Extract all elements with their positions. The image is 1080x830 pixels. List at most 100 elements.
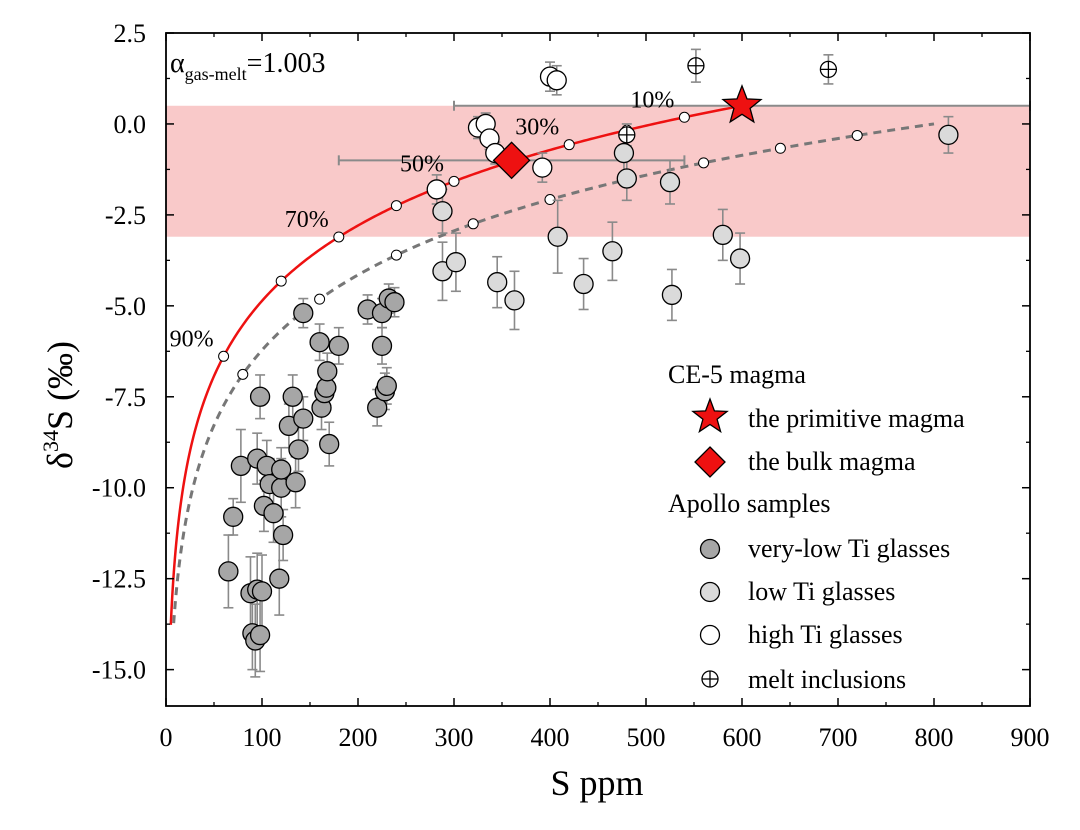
x-tick-label: 700 — [819, 723, 858, 752]
bulk-magma-marker — [492, 141, 531, 180]
y-axis-label-rest: S (‰) — [40, 341, 80, 430]
melt-inclusion-point — [819, 60, 838, 79]
annotation-alpha: α — [170, 48, 185, 79]
y-tick-label: 2.5 — [114, 19, 147, 48]
red-curve-fraction-marker — [448, 175, 460, 187]
sample-point — [293, 408, 314, 429]
fraction-label: 50% — [400, 151, 444, 177]
sample-point — [712, 224, 733, 246]
legend-star-icon — [691, 397, 729, 434]
sample-point — [371, 335, 393, 357]
legend-star-shape — [691, 397, 729, 434]
sample-point — [426, 179, 447, 200]
melt-inclusion-point — [618, 126, 636, 144]
fraction-label: 90% — [170, 326, 214, 352]
x-tick-label: 100 — [243, 723, 282, 752]
red-curve-fraction-marker — [218, 350, 230, 362]
legend-low-ti-icon — [699, 581, 721, 603]
dashed-curve-fraction-marker — [237, 368, 249, 380]
y-tick-label: -2.5 — [105, 201, 146, 230]
sample-point — [285, 472, 306, 493]
legend-low-ti-circle — [699, 581, 721, 603]
y-tick-label: -10.0 — [92, 474, 146, 503]
sample-point — [309, 332, 330, 353]
red-model-curve — [169, 104, 743, 625]
sample-point — [504, 290, 525, 311]
dashed-curve-fraction-marker — [851, 129, 863, 141]
sample-point — [317, 361, 338, 382]
sample-point — [218, 561, 239, 582]
sample-point — [271, 459, 292, 480]
x-tick-label: 900 — [1011, 723, 1050, 752]
sample-point — [269, 568, 290, 589]
red-curve-fraction-marker — [678, 111, 690, 123]
dashed-curve-fraction-marker — [390, 249, 402, 261]
x-tick-label: 500 — [627, 723, 666, 752]
legend-melt-inclusion-icon — [701, 670, 719, 688]
sample-point — [602, 241, 623, 262]
y-tick-label: -15.0 — [92, 656, 146, 685]
legend-melt-inclusion-shape — [701, 670, 719, 688]
legend-primitive-label: the primitive magma — [748, 404, 965, 433]
melt-inclusion-point — [687, 57, 705, 75]
legend-group-ce5: CE-5 magma — [668, 360, 806, 389]
legend-very-low-ti-label: very-low Ti glasses — [748, 534, 950, 563]
points-layer — [218, 57, 959, 651]
dashed-curve-fraction-marker — [544, 194, 556, 206]
sample-point — [432, 201, 453, 222]
sample-point — [613, 142, 635, 164]
fraction-label: 70% — [285, 207, 329, 233]
dashed-model-curve — [172, 122, 935, 624]
y-tick-label: 0.0 — [114, 110, 147, 139]
sample-point — [223, 506, 244, 527]
y-axis-label: δ34S (‰) — [38, 341, 80, 469]
sample-point — [328, 335, 349, 357]
fraction-labels-layer: 10% 30% 50% 70% 90% — [170, 87, 675, 352]
dashed-curve-fraction-marker — [467, 218, 479, 230]
sample-point — [659, 172, 681, 193]
red-curve-fraction-marker — [563, 139, 575, 151]
sample-point — [272, 524, 294, 546]
y-tick-label: -7.5 — [105, 383, 146, 412]
legend-bulk-label: the bulk magma — [748, 447, 916, 476]
sample-point — [729, 248, 751, 269]
x-tick-label: 0 — [160, 723, 173, 752]
fraction-label: 30% — [515, 115, 559, 141]
legend: CE-5 magma the primitive magma the bulk … — [668, 360, 965, 694]
legend-very-low-ti-icon — [699, 538, 721, 560]
legend-diamond-shape — [694, 446, 726, 478]
sample-point — [288, 439, 309, 460]
x-tick-label: 600 — [723, 723, 762, 752]
legend-low-ti-label: low Ti glasses — [748, 577, 895, 606]
y-axis-label-delta: δ — [40, 452, 80, 469]
sample-point — [319, 433, 340, 455]
sample-point — [573, 273, 594, 295]
curves-layer — [169, 104, 935, 625]
y-axis-label-superscript: 34 — [38, 430, 63, 452]
sample-point — [367, 397, 388, 418]
sample-point — [532, 157, 553, 178]
sample-point — [282, 386, 303, 407]
legend-high-ti-icon — [699, 624, 721, 646]
sample-point — [938, 124, 959, 146]
legend-diamond-icon — [694, 446, 726, 478]
sample-point — [376, 375, 397, 397]
sample-point — [661, 284, 683, 306]
highlight-band-layer — [166, 105, 1030, 237]
legend-melt-inclusion-label: melt inclusions — [748, 665, 906, 694]
sample-point — [293, 302, 314, 324]
red-curve-fraction-marker — [333, 231, 345, 243]
uncertainty-band — [166, 105, 1030, 237]
sample-point — [249, 386, 271, 407]
sample-point — [487, 272, 508, 293]
annotation-value: =1.003 — [247, 48, 326, 79]
y-tick-label: -12.5 — [92, 565, 146, 594]
annotation-subscript: gas-melt — [185, 64, 247, 84]
dashed-curve-fraction-marker — [314, 293, 326, 305]
primitive-magma-marker — [721, 83, 763, 124]
sample-point — [384, 292, 405, 313]
x-axis-label: S ppm — [550, 763, 643, 803]
sample-point — [616, 168, 637, 189]
legend-high-ti-label: high Ti glasses — [748, 620, 903, 649]
